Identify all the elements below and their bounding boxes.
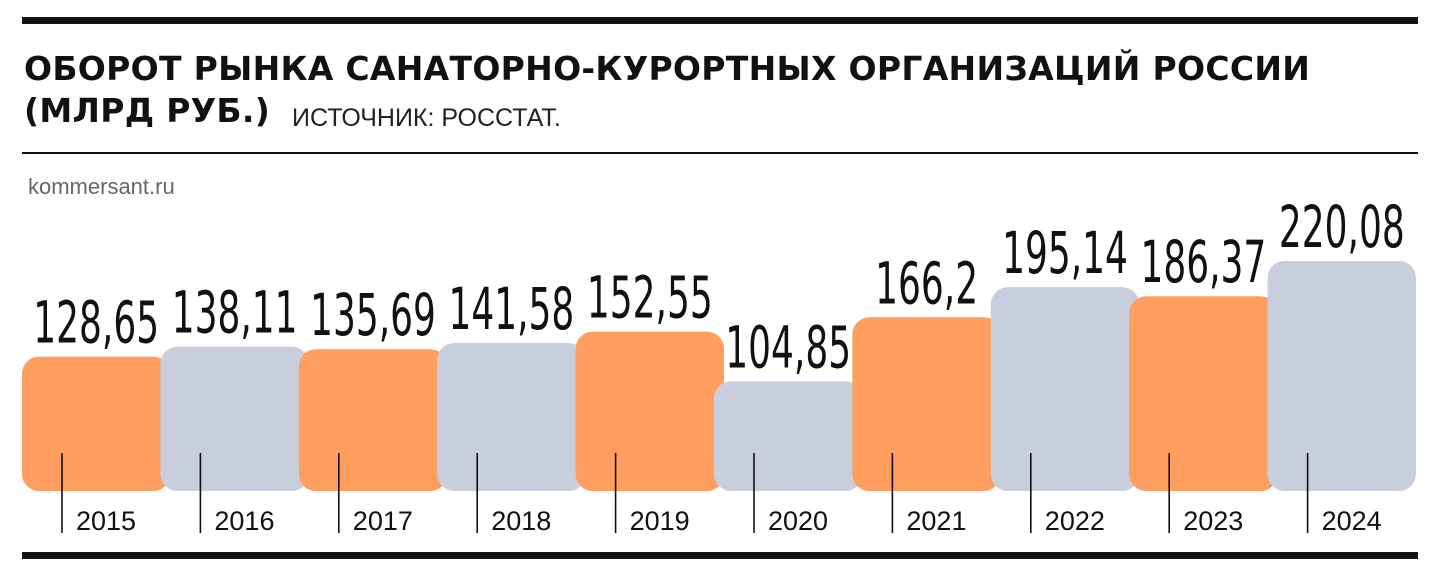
x-tick-label: 2016	[214, 506, 274, 536]
bar-2017	[298, 349, 448, 491]
value-label-group-2021: 166,2	[875, 250, 978, 317]
bar-2021	[852, 317, 1001, 491]
value-label: 152,55	[587, 265, 713, 332]
value-label: 195,14	[1002, 220, 1128, 287]
bar-2015	[22, 356, 171, 491]
value-label: 128,65	[33, 290, 159, 357]
chart-title-unit: (МЛРД РУБ.)	[24, 91, 271, 130]
value-label-group-2018: 141,58	[448, 276, 574, 343]
x-tick-label: 2015	[76, 506, 136, 536]
source-note: ИСТОЧНИК: РОССТАТ.	[292, 104, 561, 132]
bottom-rule	[22, 552, 1418, 559]
value-label-group-2017: 135,69	[310, 282, 436, 349]
x-tick-label: 2022	[1045, 506, 1105, 536]
watermark: kommersant.ru	[28, 174, 175, 199]
x-tick-label: 2023	[1183, 506, 1243, 536]
ticks-group	[61, 453, 1309, 533]
x-tick-label: 2017	[353, 506, 413, 536]
bar-2016	[160, 346, 309, 491]
bars-group	[22, 261, 1416, 491]
header-divider	[22, 152, 1418, 154]
bar-2024	[1267, 261, 1416, 491]
value-label-group-2016: 138,11	[172, 280, 298, 347]
value-label: 186,37	[1140, 229, 1266, 296]
value-label-group-2023: 186,37	[1140, 229, 1266, 296]
x-tick-label: 2020	[768, 506, 828, 536]
value-label: 138,11	[172, 280, 298, 347]
x-tick-label: 2018	[491, 506, 551, 536]
bar-2018	[437, 343, 586, 491]
value-label: 220,08	[1279, 194, 1405, 261]
value-label: 135,69	[310, 282, 436, 349]
value-label: 166,2	[875, 250, 978, 317]
x-tick-label: 2019	[630, 506, 690, 536]
bar-2023	[1129, 296, 1278, 491]
value-label-group-2024: 220,08	[1279, 194, 1405, 261]
chart-title: ОБОРОТ РЫНКА САНАТОРНО-КУРОРТНЫХ ОРГАНИЗ…	[24, 49, 1311, 88]
value-label-group-2019: 152,55	[587, 265, 713, 332]
value-label: 141,58	[448, 276, 574, 343]
bar-2019	[575, 331, 724, 491]
value-label: 104,85	[725, 315, 851, 382]
value-label-group-2015: 128,65	[33, 290, 159, 357]
x-tick-label: 2021	[906, 506, 966, 536]
bar-2022	[990, 287, 1140, 491]
value-label-group-2020: 104,85	[725, 315, 851, 382]
bar-2020	[714, 381, 863, 491]
value-label-group-2022: 195,14	[1002, 220, 1128, 287]
labels-group: 128,65 2015 138,11 2016 135,69 2017 141,58 2018…	[33, 194, 1404, 536]
top-rule	[22, 17, 1418, 24]
x-tick-label: 2024	[1322, 506, 1382, 536]
